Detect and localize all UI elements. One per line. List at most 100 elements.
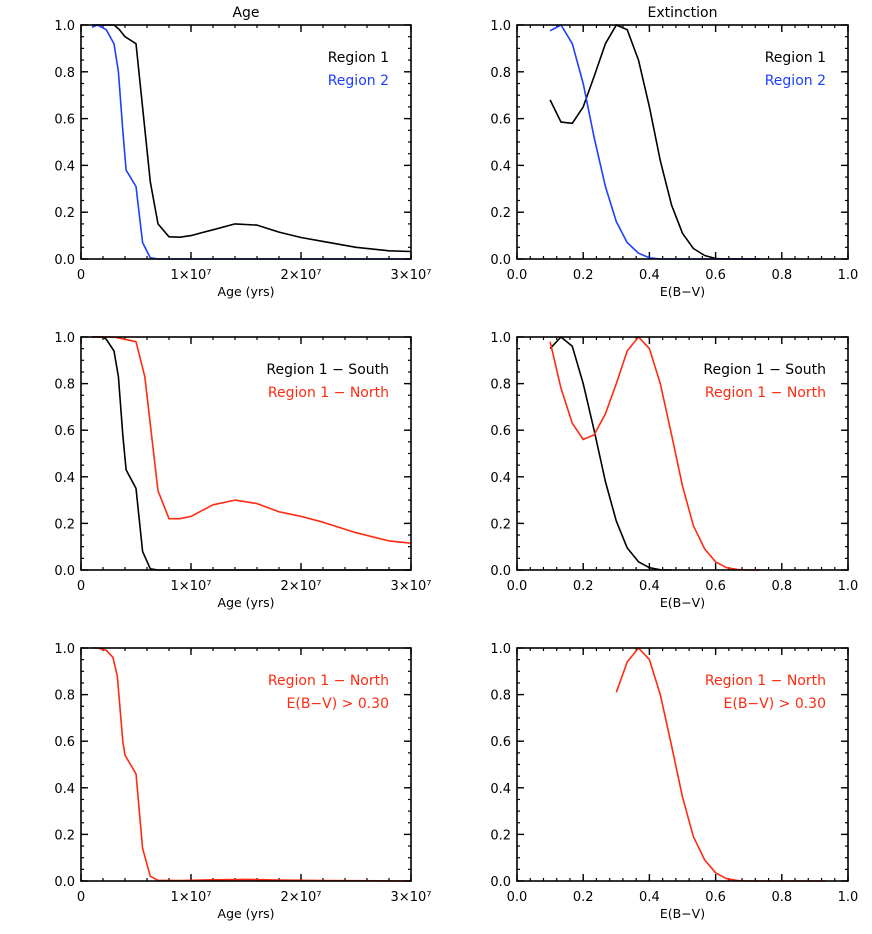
- y-tick-label: 1.0: [54, 331, 75, 346]
- x-tick-label: 0.4: [639, 890, 660, 905]
- x-tick-label: 2×10⁷: [281, 268, 322, 283]
- series-line-region-1-north: [92, 647, 412, 882]
- legend-entry: Region 1 − South: [703, 362, 826, 378]
- x-tick-label: 1.0: [838, 890, 859, 905]
- panel-5: 0 1×10⁷ 2×10⁷ 3×10⁷ 0.0 0.2 0.4 0.6 0.8 1.0 Age (y…: [54, 642, 431, 921]
- x-axis-label: Age (yrs): [218, 284, 275, 299]
- x-tick-label: 0: [77, 268, 85, 283]
- x-tick-label: 0.2: [573, 268, 594, 283]
- x-tick-label: 3×10⁷: [391, 890, 432, 905]
- legend-entry: Region 1 − North: [705, 385, 826, 401]
- panel-2: 0.0 0.2 0.4 0.6 0.8 1.0 0.0 0.2 0.4 0.6 0.8 1.0 Exti…: [490, 5, 858, 299]
- x-tick-label: 0.8: [771, 268, 792, 283]
- legend-entry: Region 1 − South: [266, 362, 389, 378]
- x-tick-label: 0.2: [573, 890, 594, 905]
- y-tick-label: 0.0: [54, 875, 75, 890]
- x-axis-label: E(B−V): [660, 284, 705, 299]
- x-tick-label: 3×10⁷: [391, 268, 432, 283]
- legend-entry: Region 1: [765, 50, 826, 66]
- y-tick-label: 0.2: [54, 206, 75, 221]
- series-line-region-2: [549, 24, 760, 260]
- series-line-region-1: [549, 24, 760, 260]
- x-tick-label: 0.6: [705, 579, 726, 594]
- y-tick-label: 0.8: [54, 378, 75, 393]
- panel-title: Age: [232, 5, 259, 21]
- y-tick-label: 0.4: [54, 782, 75, 797]
- series-line-region-1-north: [92, 336, 412, 544]
- y-tick-label: 0.4: [490, 782, 511, 797]
- y-tick-label: 0.0: [54, 253, 75, 268]
- legend-entry: E(B−V) > 0.30: [724, 696, 826, 712]
- series-line-region-1-north: [549, 336, 760, 571]
- legend-entry: E(B−V) > 0.30: [287, 696, 389, 712]
- x-tick-label: 2×10⁷: [281, 579, 322, 594]
- x-tick-label: 1×10⁷: [171, 890, 212, 905]
- legend-entry: Region 1 − North: [705, 673, 826, 689]
- x-tick-label: 3×10⁷: [391, 579, 432, 594]
- y-tick-label: 0.6: [490, 735, 511, 750]
- panel-1: 0 1×10⁷ 2×10⁷ 3×10⁷ 0.0 0.2 0.4 0.6 0.8 1.0 Age Age…: [54, 5, 431, 299]
- y-tick-label: 0.2: [54, 828, 75, 843]
- legend-entry: Region 2: [765, 73, 826, 89]
- panel-title: Extinction: [648, 5, 718, 21]
- y-tick-label: 0.2: [490, 828, 511, 843]
- y-tick-label: 1.0: [54, 19, 75, 34]
- legend-entry: Region 1 − North: [268, 673, 389, 689]
- x-tick-label: 0: [77, 890, 85, 905]
- y-tick-label: 1.0: [490, 642, 511, 657]
- plot-frame: [516, 24, 849, 260]
- y-tick-label: 0.6: [54, 735, 75, 750]
- y-tick-label: 0.6: [490, 424, 511, 439]
- y-tick-label: 0.4: [54, 159, 75, 174]
- x-tick-label: 0.6: [705, 890, 726, 905]
- y-tick-label: 0.8: [490, 66, 511, 81]
- x-tick-label: 0.0: [507, 890, 528, 905]
- y-tick-label: 0.4: [490, 159, 511, 174]
- y-tick-label: 0.0: [490, 253, 511, 268]
- plot-frame: [516, 336, 849, 571]
- x-tick-label: 0.0: [507, 579, 528, 594]
- y-tick-label: 0.2: [54, 517, 75, 532]
- x-tick-label: 1.0: [838, 268, 859, 283]
- y-tick-label: 0.8: [54, 689, 75, 704]
- x-tick-label: 0.8: [771, 890, 792, 905]
- y-tick-label: 0.8: [490, 689, 511, 704]
- plot-frame: [80, 336, 412, 571]
- plot-frame: [80, 24, 412, 260]
- x-tick-label: 0.8: [771, 579, 792, 594]
- legend-entry: Region 1 − North: [268, 385, 389, 401]
- panel-6: 0.0 0.2 0.4 0.6 0.8 1.0 0.0 0.2 0.4 0.6 0.8 1.0 E(B−…: [490, 642, 858, 921]
- y-tick-label: 0.4: [490, 471, 511, 486]
- x-tick-label: 0.0: [507, 268, 528, 283]
- x-tick-label: 0.4: [639, 268, 660, 283]
- series-line-region-1-south: [549, 336, 672, 571]
- legend-entry: Region 2: [328, 73, 389, 89]
- x-tick-label: 1×10⁷: [171, 268, 212, 283]
- y-tick-label: 0.8: [54, 66, 75, 81]
- panel-4: 0.0 0.2 0.4 0.6 0.8 1.0 0.0 0.2 0.4 0.6 0.8 1.0 E(B−…: [490, 331, 858, 610]
- y-tick-label: 0.8: [490, 378, 511, 393]
- plot-frame: [516, 647, 849, 882]
- panel-3: 0 1×10⁷ 2×10⁷ 3×10⁷ 0.0 0.2 0.4 0.6 0.8 1.0 Age (y…: [54, 331, 431, 610]
- y-tick-label: 0.6: [490, 113, 511, 128]
- x-axis-label: Age (yrs): [218, 595, 275, 610]
- legend-entry: Region 1: [328, 50, 389, 66]
- x-tick-label: 1×10⁷: [171, 579, 212, 594]
- x-axis-label: Age (yrs): [218, 906, 275, 921]
- y-tick-label: 1.0: [490, 331, 511, 346]
- x-tick-label: 2×10⁷: [281, 890, 322, 905]
- y-tick-label: 0.6: [54, 424, 75, 439]
- y-tick-label: 0.2: [490, 206, 511, 221]
- x-tick-label: 0.6: [705, 268, 726, 283]
- y-tick-label: 0.6: [54, 113, 75, 128]
- x-tick-label: 0: [77, 579, 85, 594]
- y-tick-label: 0.0: [490, 564, 511, 579]
- plot-frame: [80, 647, 412, 882]
- y-tick-label: 1.0: [490, 19, 511, 34]
- y-tick-label: 1.0: [54, 642, 75, 657]
- y-tick-label: 0.2: [490, 517, 511, 532]
- x-tick-label: 0.4: [639, 579, 660, 594]
- y-tick-label: 0.0: [490, 875, 511, 890]
- y-tick-label: 0.0: [54, 564, 75, 579]
